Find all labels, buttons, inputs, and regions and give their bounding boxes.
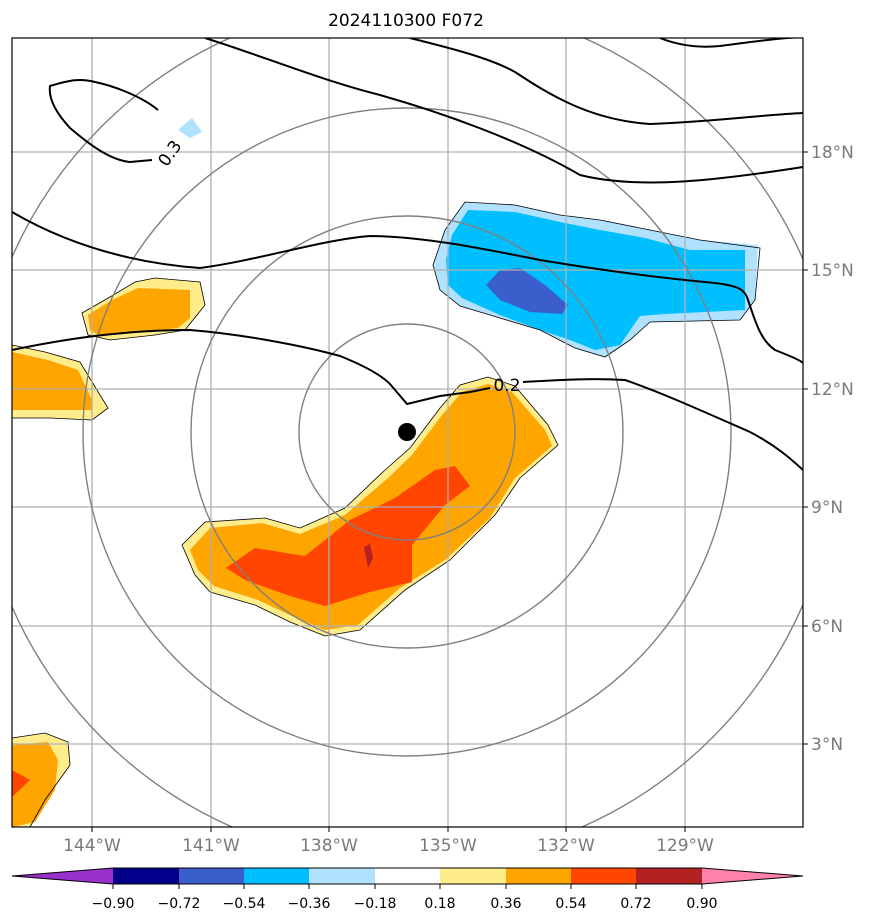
- lat-label: 9°N: [811, 498, 843, 518]
- colorbar-tick-label: 0.36: [490, 896, 521, 912]
- shading-outlines: [12, 201, 761, 827]
- colorbar-segment: [113, 868, 179, 884]
- lon-label: 138°W: [300, 836, 358, 856]
- colorbar-segment: [506, 868, 571, 884]
- colorbar-segment: [571, 868, 636, 884]
- colorbar-tick-label: 0.72: [620, 896, 651, 912]
- colorbar-segment: [636, 868, 702, 884]
- lat-label: 6°N: [811, 617, 843, 637]
- lon-label: 129°W: [656, 836, 714, 856]
- colorbar-tick-label: −0.54: [223, 896, 266, 912]
- colorbar-tick-labels: −0.90 −0.72 −0.54 −0.36 −0.18 0.18 0.36 …: [92, 896, 718, 912]
- colorbar-tick-label: −0.90: [92, 896, 135, 912]
- lat-lon-grid: [12, 38, 803, 827]
- lat-tick-marks: [803, 151, 808, 745]
- lat-label: 15°N: [811, 261, 854, 281]
- colorbar-extend-low: [12, 868, 113, 884]
- lon-tick-labels: 144°W 141°W 138°W 135°W 132°W 129°W: [63, 836, 714, 856]
- lat-label: 18°N: [811, 143, 854, 163]
- lon-label: 135°W: [419, 836, 477, 856]
- map-title: 2024110300 F072: [328, 11, 484, 31]
- lon-label: 132°W: [537, 836, 595, 856]
- lat-label: 3°N: [811, 735, 843, 755]
- colorbar-segment: [375, 868, 440, 884]
- colorbar-tick-marks: [112, 884, 703, 889]
- lat-tick-labels: 18°N 15°N 12°N 9°N 6°N 3°N: [811, 143, 854, 755]
- colorbar-tick-label: 0.18: [424, 896, 455, 912]
- colorbar-segment: [309, 868, 375, 884]
- colorbar: [11, 867, 804, 885]
- colorbar-segment: [179, 868, 244, 884]
- lat-label: 12°N: [811, 380, 854, 400]
- lon-label: 141°W: [182, 836, 240, 856]
- colorbar-extend-high: [702, 868, 803, 884]
- map-panel: 0.3 0.2: [12, 38, 803, 827]
- contour-lines: [12, 38, 803, 471]
- storm-center-marker: [398, 423, 416, 441]
- map-frame: [11, 37, 804, 828]
- colorbar-segment: [440, 868, 506, 884]
- colorbar-tick-label: −0.36: [288, 896, 331, 912]
- lon-tick-marks: [91, 827, 686, 832]
- negative-anomaly-shading: [178, 118, 758, 357]
- colorbar-tick-label: 0.54: [555, 896, 586, 912]
- colorbar-tick-label: 0.90: [686, 896, 717, 912]
- colorbar-segment: [244, 868, 309, 884]
- range-rings: [12, 38, 803, 827]
- contour-label-0-2: 0.2: [493, 376, 520, 396]
- colorbar-tick-label: −0.18: [354, 896, 397, 912]
- colorbar-tick-label: −0.72: [158, 896, 201, 912]
- lon-label: 144°W: [63, 836, 121, 856]
